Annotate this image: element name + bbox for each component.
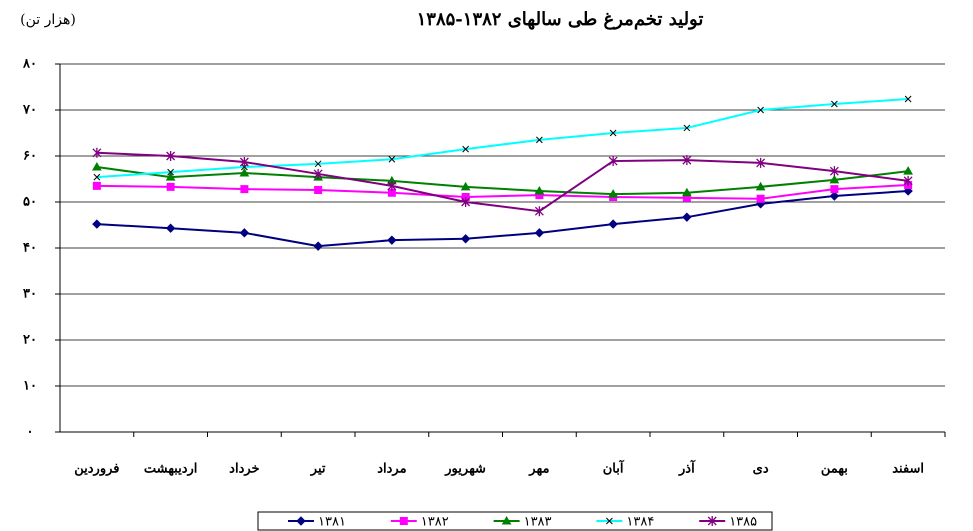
x-tick-label: آبان	[603, 460, 625, 477]
marker	[92, 219, 102, 229]
unit-label: (هزار تن)	[20, 12, 76, 28]
x-tick-label: خرداد	[229, 462, 259, 477]
marker	[830, 185, 839, 194]
marker	[501, 515, 512, 525]
marker	[460, 234, 471, 244]
marker	[388, 155, 396, 163]
marker	[903, 175, 913, 186]
marker	[314, 186, 323, 195]
line	[96, 97, 909, 179]
y-tick-label: ۶۰	[23, 149, 37, 164]
marker	[165, 172, 176, 181]
marker	[757, 106, 764, 114]
line	[96, 189, 909, 248]
line	[96, 183, 909, 200]
legend-label: ۱۳۸۳	[524, 515, 552, 530]
marker	[462, 145, 469, 153]
marker	[682, 155, 692, 166]
marker	[608, 156, 618, 167]
line	[96, 151, 909, 213]
x-tick-label: بهمن	[821, 462, 848, 477]
marker	[608, 219, 618, 229]
x-tick-label: مرداد	[377, 462, 406, 477]
marker	[534, 228, 545, 238]
marker	[756, 194, 765, 203]
marker	[313, 241, 323, 251]
marker	[92, 162, 102, 171]
marker	[829, 191, 840, 201]
marker	[829, 166, 839, 177]
legend-label: ۱۳۸۵	[729, 515, 757, 530]
legend-label: ۱۳۸۱	[318, 515, 346, 530]
marker	[609, 129, 617, 137]
marker	[167, 168, 174, 176]
legend-label: ۱۳۸۲	[421, 515, 449, 530]
marker	[606, 517, 613, 525]
legend-label: ۱۳۸۴	[626, 515, 654, 530]
marker	[755, 181, 766, 191]
marker	[534, 206, 544, 217]
marker	[165, 223, 176, 233]
x-tick-label: اسفند	[892, 462, 924, 477]
y-tick-label: ۸۰	[22, 57, 37, 72]
line	[96, 166, 909, 196]
marker	[831, 100, 838, 108]
marker	[683, 124, 691, 132]
marker	[240, 185, 249, 194]
marker	[166, 182, 175, 191]
marker	[387, 188, 396, 197]
marker	[239, 156, 249, 167]
marker	[903, 166, 913, 175]
marker	[707, 516, 717, 526]
x-tick-label: اردیبهشت	[144, 462, 198, 477]
chart-title: تولید تخم‌مرغ طی سالهای ۱۳۸۲-۱۳۸۵	[417, 9, 704, 30]
x-tick-label: شهریور	[444, 462, 486, 477]
marker	[296, 516, 306, 526]
marker	[93, 173, 101, 181]
y-tick-label: ۵۰	[23, 195, 37, 210]
x-tick-label: فروردین	[74, 462, 119, 477]
marker	[314, 160, 322, 168]
y-tick-label: ۴۰	[23, 241, 37, 256]
marker	[399, 517, 408, 525]
marker	[92, 147, 102, 158]
marker	[92, 181, 101, 190]
marker	[756, 157, 766, 168]
marker	[682, 187, 692, 197]
x-tick-label: تیر	[310, 462, 326, 477]
marker	[239, 168, 250, 177]
x-tick-label: مهر	[528, 462, 549, 477]
marker	[241, 163, 248, 171]
x-tick-label: دی	[753, 462, 769, 477]
y-tick-label: ۰	[27, 425, 34, 440]
marker	[313, 168, 323, 179]
marker	[904, 95, 912, 103]
y-tick-label: ۳۰	[23, 287, 37, 302]
marker	[536, 136, 543, 144]
marker	[460, 181, 471, 191]
y-tick-label: ۷۰	[22, 103, 37, 118]
marker	[608, 189, 618, 198]
x-tick-label: آذر	[678, 460, 696, 477]
marker	[387, 235, 397, 245]
y-tick-label: ۱۰	[23, 379, 37, 394]
marker	[239, 228, 250, 238]
marker	[387, 180, 397, 191]
marker	[829, 174, 840, 184]
marker	[461, 197, 471, 207]
marker	[682, 212, 692, 222]
marker	[534, 185, 545, 195]
y-tick-label: ۲۰	[23, 333, 37, 348]
marker	[166, 151, 176, 161]
